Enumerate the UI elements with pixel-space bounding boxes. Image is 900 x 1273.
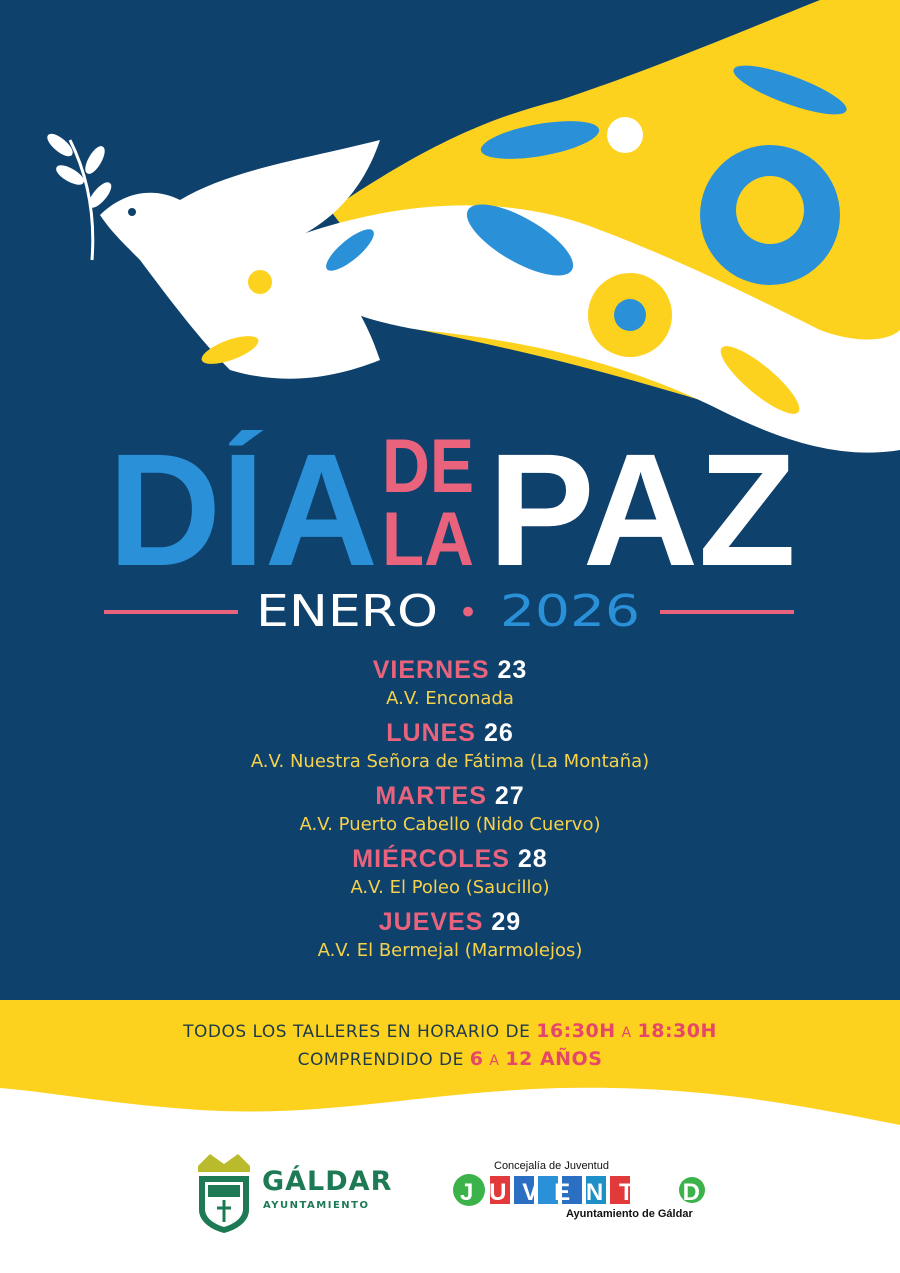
white-wave [260,205,900,453]
subtitle-year: 2026 [500,586,640,637]
olive-branch-icon [47,133,112,261]
dove-illustration [47,0,900,453]
schedule-date: 26 [483,719,514,747]
schedule-date: 23 [497,656,528,684]
schedule-date: 29 [491,908,522,936]
end-time: 18:30H [637,1020,717,1042]
page-title: DÍA DE LA PAZ ENERO • 2026 [104,430,796,637]
schedule-day: MARTES [375,782,487,810]
schedule-date: 28 [517,845,548,873]
schedule-day: MIÉRCOLES [352,845,510,873]
hours-connector: A [621,1025,632,1041]
age-range: COMPRENDIDO DE 6 A 12 AÑOS [0,1048,900,1070]
schedule-item: MIÉRCOLES 28 A.V. El Poleo (Saucillo) [0,844,900,907]
title-dia: DÍA [108,430,378,599]
age-max: 12 AÑOS [505,1048,603,1070]
footer-band [0,1000,900,1273]
title-de: DE [382,430,474,509]
schedule-day: VIERNES [372,656,490,684]
hours-label: TODOS LOS TALLERES EN HORARIO DE [183,1022,531,1042]
juventud-top-text: Concejalía de Juventud [494,1160,609,1172]
age-connector: A [489,1053,500,1069]
schedule-day: JUEVES [378,908,484,936]
subtitle-separator: • [458,593,478,633]
schedule-hours: TODOS LOS TALLERES EN HORARIO DE 16:30H … [0,1020,900,1042]
age-min: 6 [469,1048,484,1070]
age-label: COMPRENDIDO DE [297,1050,464,1070]
juventud-wordmark: JUVENTUD [453,1174,705,1206]
dove-icon [100,140,380,379]
schedule-day: LUNES [386,719,476,747]
schedule-list: VIERNES 23 A.V. Enconada LUNES 26 A.V. N… [0,655,900,970]
subtitle-month: ENERO [256,586,438,637]
schedule-date: 27 [494,782,525,810]
galdar-subtitle: AYUNTAMIENTO [263,1200,370,1211]
schedule-venue: A.V. El Bermejal (Marmolejos) [317,940,583,961]
juventud-bottom-text: Ayuntamiento de Gáldar [566,1208,693,1220]
schedule-venue: A.V. Nuestra Señora de Fátima (La Montañ… [250,751,650,772]
schedule-item: MARTES 27 A.V. Puerto Cabello (Nido Cuer… [0,781,900,844]
galdar-name: GÁLDAR [262,1166,393,1197]
flower-icon [248,117,840,357]
title-paz: PAZ [488,430,796,599]
schedule-venue: A.V. Enconada [386,688,514,709]
schedule-item: VIERNES 23 A.V. Enconada [0,655,900,718]
leaf-icon [201,65,847,414]
start-time: 16:30H [536,1020,616,1042]
shield-crest-icon [198,1154,250,1233]
schedule-item: LUNES 26 A.V. Nuestra Señora de Fátima (… [0,718,900,781]
schedule-venue: A.V. Puerto Cabello (Nido Cuervo) [299,814,601,835]
schedule-venue: A.V. El Poleo (Saucillo) [350,877,550,898]
title-la: LA [382,497,474,582]
schedule-item: JUEVES 29 A.V. El Bermejal (Marmolejos) [0,907,900,970]
